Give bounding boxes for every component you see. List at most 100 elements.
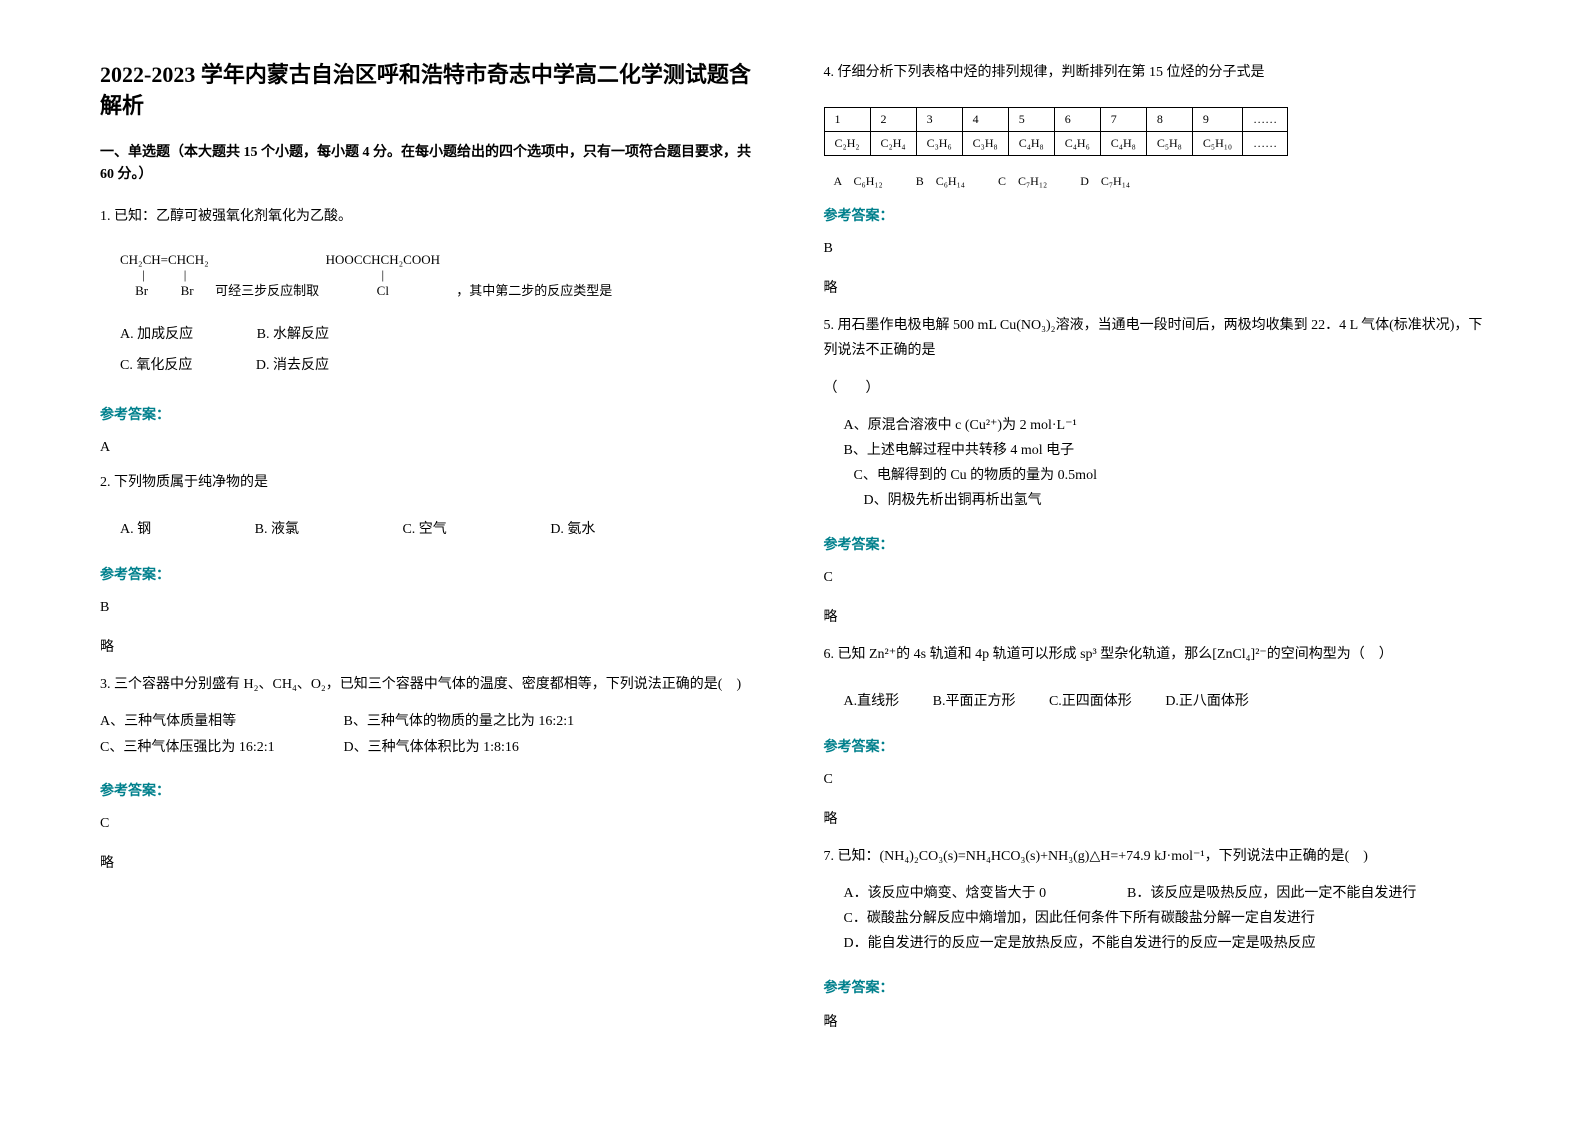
q6-opt-b: B.平面正方形 bbox=[933, 694, 1016, 709]
q4-opt-a: A C₆H₁₂ bbox=[834, 174, 883, 188]
q4-table: 1 2 3 4 5 6 7 8 9 …… C₂H₂ C₂H₄ C₃H₆ C₃H₈… bbox=[824, 107, 1488, 156]
th-7: 7 bbox=[1100, 108, 1146, 132]
q2-opt-b: B. 液氯 bbox=[255, 517, 299, 542]
chem-left: CH₂CH=CHCH₂ | | Br Br bbox=[120, 252, 209, 299]
td-10: …… bbox=[1243, 132, 1288, 156]
q4-stem: 4. 仔细分析下列表格中烃的排列规律，判断排列在第 15 位烃的分子式是 bbox=[824, 60, 1488, 85]
th-8: 8 bbox=[1146, 108, 1192, 132]
q2-options: A. 钢 B. 液氯 C. 空气 D. 氨水 bbox=[120, 517, 764, 542]
hydrocarbon-table: 1 2 3 4 5 6 7 8 9 …… C₂H₂ C₂H₄ C₃H₆ C₃H₈… bbox=[824, 107, 1289, 156]
td-6: C₄H₆ bbox=[1054, 132, 1100, 156]
td-9: C₅H₁₀ bbox=[1192, 132, 1242, 156]
th-10: …… bbox=[1243, 108, 1288, 132]
q2-opt-d: D. 氨水 bbox=[550, 517, 595, 542]
q6-skip: 略 bbox=[824, 808, 1488, 828]
q6-opt-a: A.直线形 bbox=[844, 694, 900, 709]
q5-opt-d: D、阴极先析出铜再析出氢气 bbox=[864, 488, 1488, 513]
q1-opt-a: A. 加成反应 bbox=[120, 320, 193, 351]
chem-right-top: HOOCCHCH₂COOH bbox=[326, 252, 440, 267]
chem-br2: Br bbox=[181, 283, 194, 298]
q3-opt-a: A、三种气体质量相等 bbox=[100, 709, 340, 734]
th-5: 5 bbox=[1008, 108, 1054, 132]
q6-answer: C bbox=[824, 772, 1488, 788]
q6-stem: 6. 已知 Zn²⁺的 4s 轨道和 4p 轨道可以形成 sp³ 型杂化轨道，那… bbox=[824, 642, 1488, 667]
q1-opt-c: C. 氧化反应 bbox=[120, 351, 192, 382]
td-8: C₅H₈ bbox=[1146, 132, 1192, 156]
q5-opt-a: A、原混合溶液中 c (Cu²⁺)为 2 mol·L⁻¹ bbox=[844, 413, 1488, 438]
q1-answer: A bbox=[100, 440, 764, 456]
chem-right: HOOCCHCH₂COOH | Cl bbox=[326, 252, 440, 299]
q6-answer-label: 参考答案： bbox=[824, 736, 1488, 756]
q7-options: A．该反应中熵变、焓变皆大于 0 B．该反应是吸热反应，因此一定不能自发进行 C… bbox=[844, 881, 1488, 957]
q5-answer: C bbox=[824, 570, 1488, 586]
q2-opt-c: C. 空气 bbox=[402, 517, 446, 542]
q6-opt-d: D.正八面体形 bbox=[1165, 694, 1249, 709]
q3-stem: 3. 三个容器中分别盛有 H₂、CH₄、O₂，已知三个容器中气体的温度、密度都相… bbox=[100, 672, 764, 697]
q5-answer-label: 参考答案： bbox=[824, 534, 1488, 554]
q4-answer: B bbox=[824, 241, 1488, 257]
q7-opt-b: B．该反应是吸热反应，因此一定不能自发进行 bbox=[1127, 886, 1416, 901]
chem-left-top: CH₂CH=CHCH₂ bbox=[120, 252, 209, 267]
q5-stem: 5. 用石墨作电极电解 500 mL Cu(NO₃)₂溶液，当通电一段时间后，两… bbox=[824, 313, 1488, 363]
th-1: 1 bbox=[824, 108, 870, 132]
q1-opt-d: D. 消去反应 bbox=[256, 351, 329, 382]
th-2: 2 bbox=[870, 108, 916, 132]
q3-opt-d: D、三种气体体积比为 1:8:16 bbox=[344, 740, 519, 755]
th-9: 9 bbox=[1192, 108, 1242, 132]
table-data-row: C₂H₂ C₂H₄ C₃H₆ C₃H₈ C₄H₈ C₄H₆ C₄H₈ C₅H₈ … bbox=[824, 132, 1288, 156]
q1-answer-label: 参考答案： bbox=[100, 404, 764, 424]
chem-br1: Br bbox=[135, 283, 148, 298]
q3-answer-label: 参考答案： bbox=[100, 780, 764, 800]
document-title: 2022-2023 学年内蒙古自治区呼和浩特市奇志中学高二化学测试题含解析 bbox=[100, 60, 764, 122]
q7-opt-c: C．碳酸盐分解反应中熵增加，因此任何条件下所有碳酸盐分解一定自发进行 bbox=[844, 906, 1488, 931]
chem-tail: ，其中第二步的反应类型是 bbox=[456, 283, 612, 298]
q7-answer-label: 参考答案： bbox=[824, 977, 1488, 997]
q3-opt-c: C、三种气体压强比为 16:2:1 bbox=[100, 735, 340, 760]
q5-paren: （ ） bbox=[824, 376, 1488, 401]
q4-answer-label: 参考答案： bbox=[824, 205, 1488, 225]
left-column: 2022-2023 学年内蒙古自治区呼和浩特市奇志中学高二化学测试题含解析 一、… bbox=[100, 60, 764, 1062]
table-header-row: 1 2 3 4 5 6 7 8 9 …… bbox=[824, 108, 1288, 132]
q3-options: A、三种气体质量相等 B、三种气体的物质的量之比为 16:2:1 C、三种气体压… bbox=[100, 709, 764, 759]
q1-chemistry: CH₂CH=CHCH₂ | | Br Br 可经三步反应制取 HOOCCHCH₂… bbox=[120, 252, 764, 301]
q2-answer: B bbox=[100, 600, 764, 616]
q6-options: A.直线形 B.平面正方形 C.正四面体形 D.正八面体形 bbox=[844, 689, 1488, 714]
q4-skip: 略 bbox=[824, 277, 1488, 297]
q2-stem: 2. 下列物质属于纯净物的是 bbox=[100, 470, 764, 495]
q6-opt-c: C.正四面体形 bbox=[1049, 694, 1132, 709]
td-7: C₄H₈ bbox=[1100, 132, 1146, 156]
td-4: C₃H₈ bbox=[962, 132, 1008, 156]
q1-options: A. 加成反应 B. 水解反应 C. 氧化反应 D. 消去反应 bbox=[120, 320, 764, 382]
th-4: 4 bbox=[962, 108, 1008, 132]
td-5: C₄H₈ bbox=[1008, 132, 1054, 156]
q4-opt-b: B C₆H₁₄ bbox=[916, 174, 965, 188]
q7-stem: 7. 已知：(NH₄)₂CO₃(s)=NH₄HCO₃(s)+NH₃(g)△H=+… bbox=[824, 844, 1488, 869]
td-1: C₂H₂ bbox=[824, 132, 870, 156]
q3-opt-b: B、三种气体的物质的量之比为 16:2:1 bbox=[344, 714, 575, 729]
q3-answer: C bbox=[100, 816, 764, 832]
section-heading: 一、单选题（本大题共 15 个小题，每小题 4 分。在每小题给出的四个选项中，只… bbox=[100, 142, 764, 187]
q4-opt-c: C C₇H₁₂ bbox=[998, 174, 1047, 188]
right-column: 4. 仔细分析下列表格中烃的排列规律，判断排列在第 15 位烃的分子式是 1 2… bbox=[824, 60, 1488, 1062]
q4-options: A C₆H₁₂ B C₆H₁₄ C C₇H₁₂ D C₇H₁₄ bbox=[834, 172, 1488, 189]
q7-opt-a: A．该反应中熵变、焓变皆大于 0 bbox=[844, 881, 1124, 906]
q5-opt-c: C、电解得到的 Cu 的物质的量为 0.5mol bbox=[854, 463, 1488, 488]
q7-skip: 略 bbox=[824, 1011, 1488, 1031]
q5-skip: 略 bbox=[824, 606, 1488, 626]
q3-skip: 略 bbox=[100, 852, 764, 872]
chem-middle: 可经三步反应制取 bbox=[215, 283, 319, 298]
th-6: 6 bbox=[1054, 108, 1100, 132]
q7-opt-d: D．能自发进行的反应一定是放热反应，不能自发进行的反应一定是吸热反应 bbox=[844, 931, 1488, 956]
td-2: C₂H₄ bbox=[870, 132, 916, 156]
q2-opt-a: A. 钢 bbox=[120, 517, 151, 542]
q1-stem: 1. 已知：乙醇可被强氧化剂氧化为乙酸。 bbox=[100, 204, 764, 229]
chem-cl: Cl bbox=[377, 283, 389, 298]
th-3: 3 bbox=[916, 108, 962, 132]
q2-skip: 略 bbox=[100, 636, 764, 656]
q4-opt-d: D C₇H₁₄ bbox=[1080, 174, 1130, 188]
td-3: C₃H₆ bbox=[916, 132, 962, 156]
q5-opt-b: B、上述电解过程中共转移 4 mol 电子 bbox=[844, 438, 1488, 463]
q1-opt-b: B. 水解反应 bbox=[257, 320, 329, 351]
q2-answer-label: 参考答案： bbox=[100, 564, 764, 584]
q5-options: A、原混合溶液中 c (Cu²⁺)为 2 mol·L⁻¹ B、上述电解过程中共转… bbox=[844, 413, 1488, 514]
